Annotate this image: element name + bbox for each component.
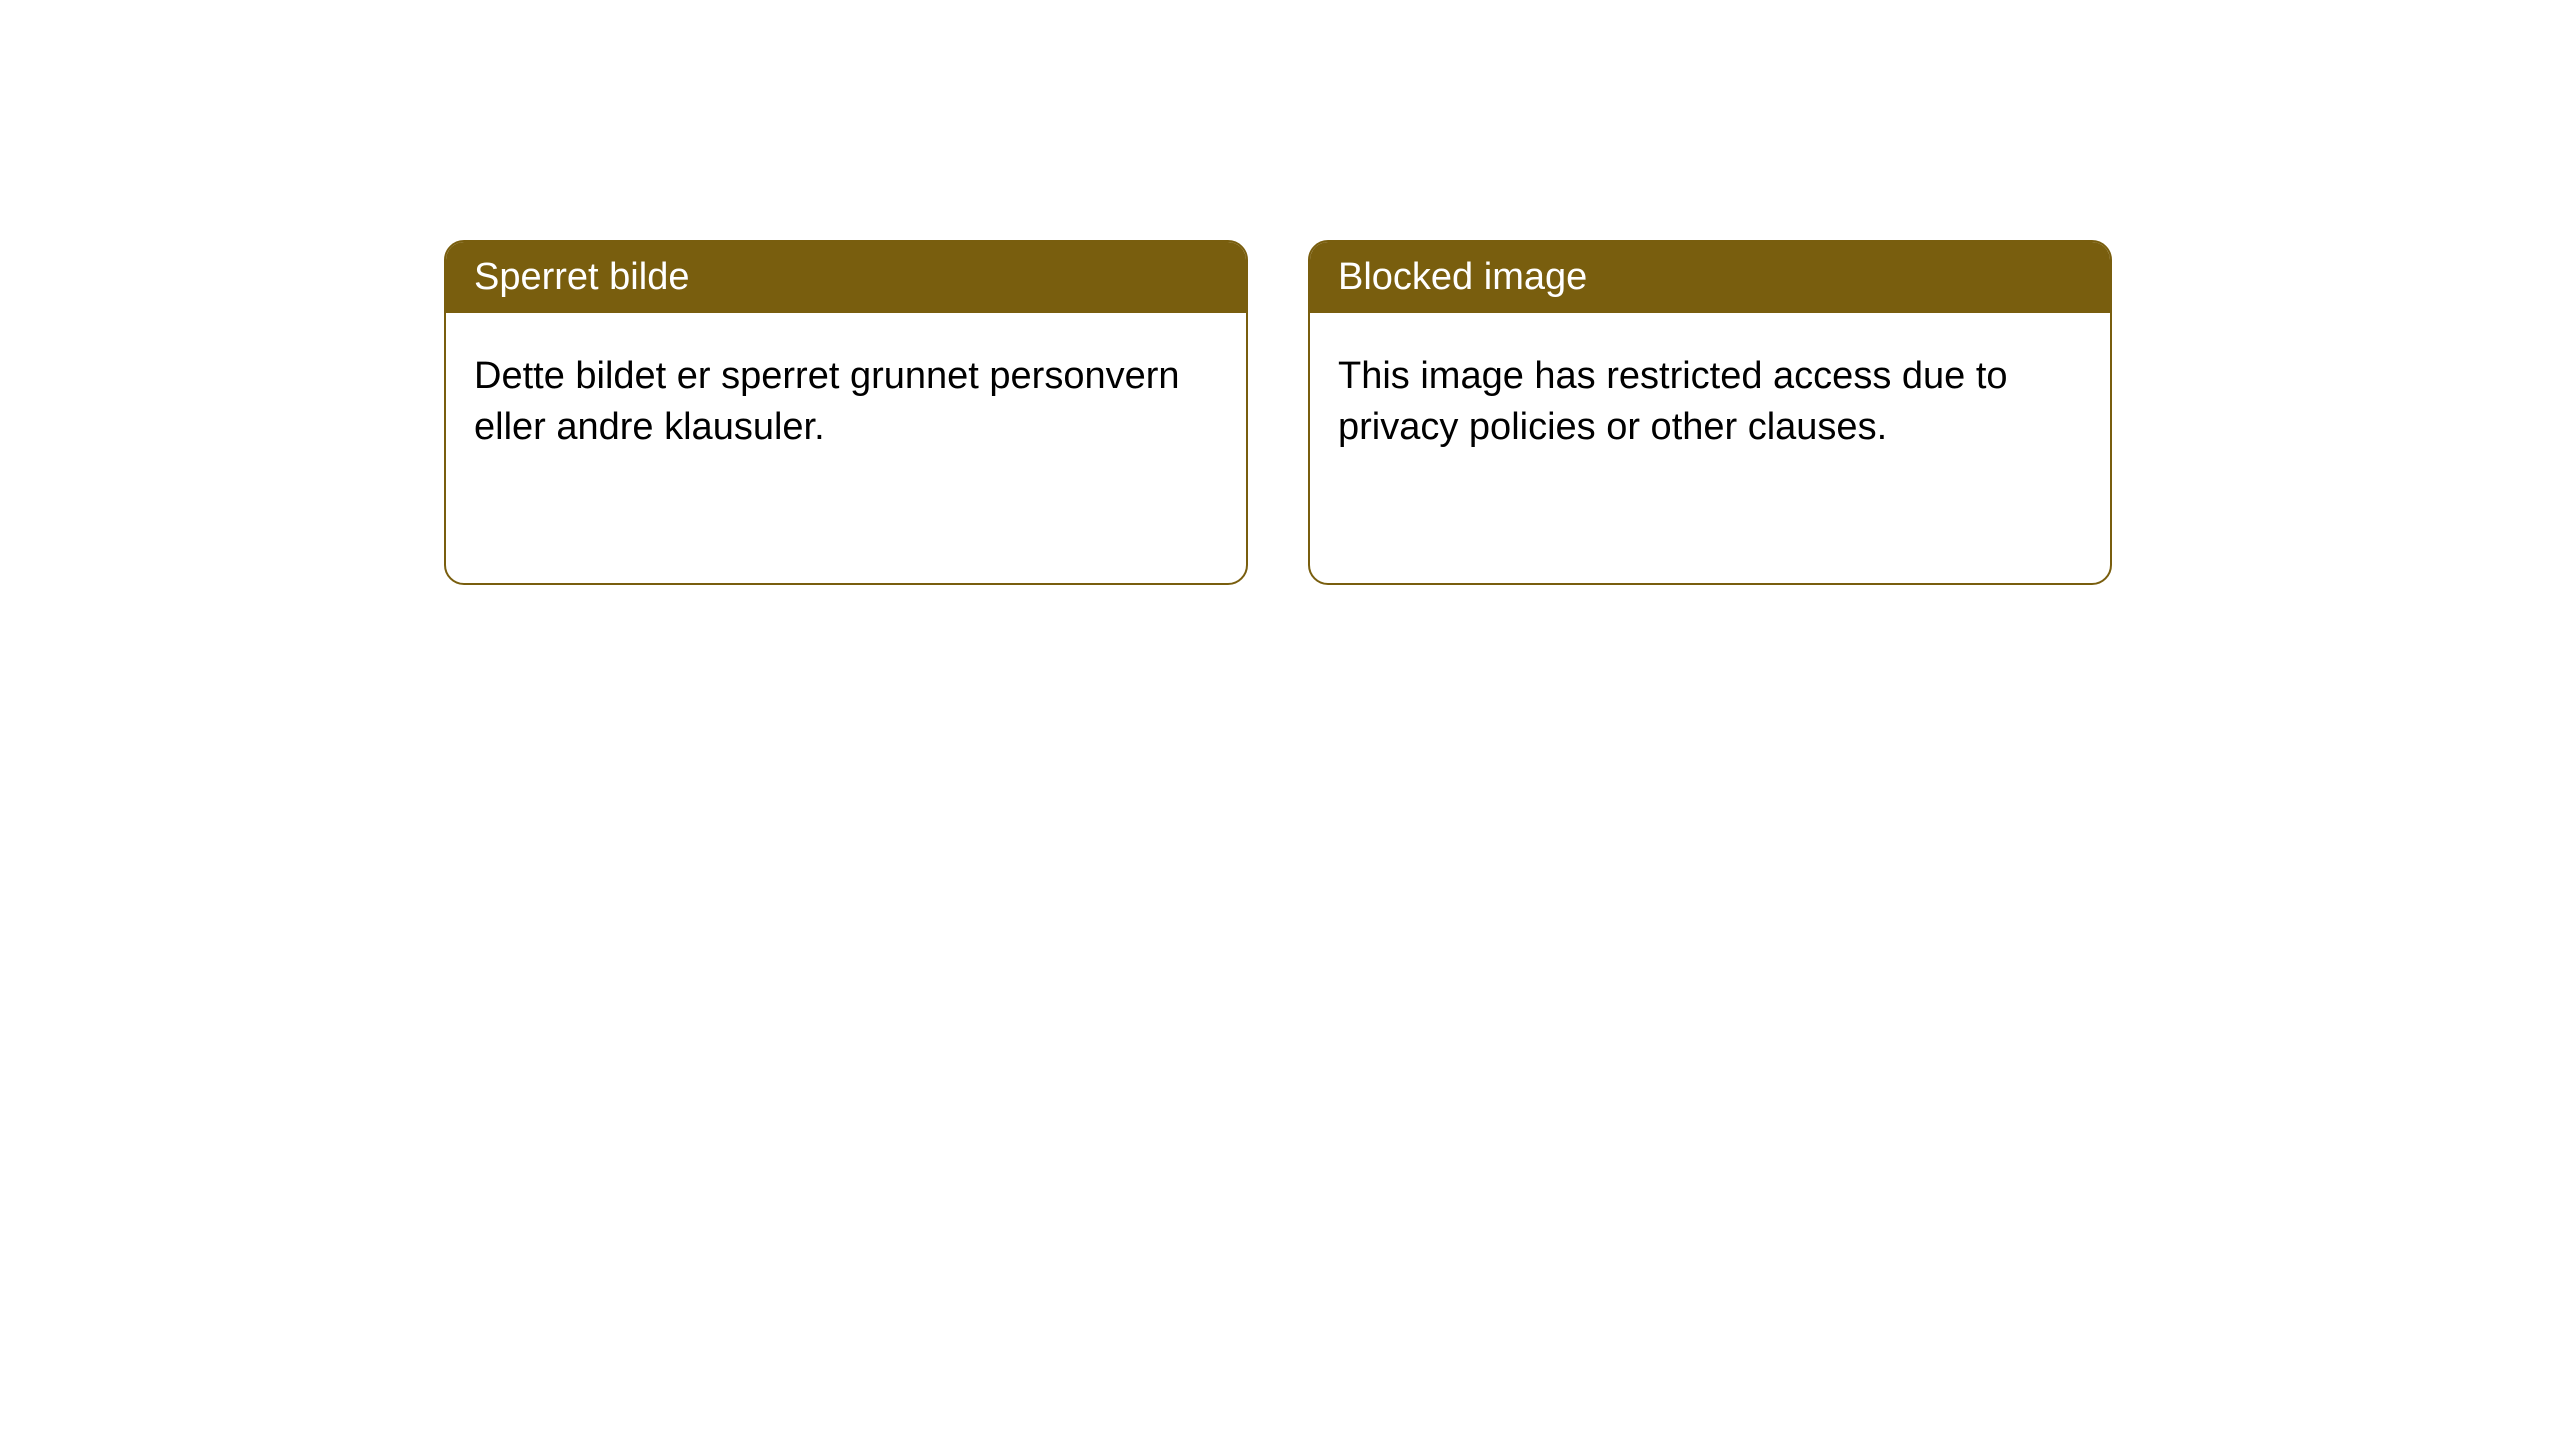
- card-title: Sperret bilde: [446, 242, 1246, 313]
- card-body: This image has restricted access due to …: [1310, 313, 2110, 583]
- notice-cards-container: Sperret bilde Dette bildet er sperret gr…: [0, 0, 2560, 585]
- notice-card-norwegian: Sperret bilde Dette bildet er sperret gr…: [444, 240, 1248, 585]
- card-body: Dette bildet er sperret grunnet personve…: [446, 313, 1246, 583]
- notice-card-english: Blocked image This image has restricted …: [1308, 240, 2112, 585]
- card-title: Blocked image: [1310, 242, 2110, 313]
